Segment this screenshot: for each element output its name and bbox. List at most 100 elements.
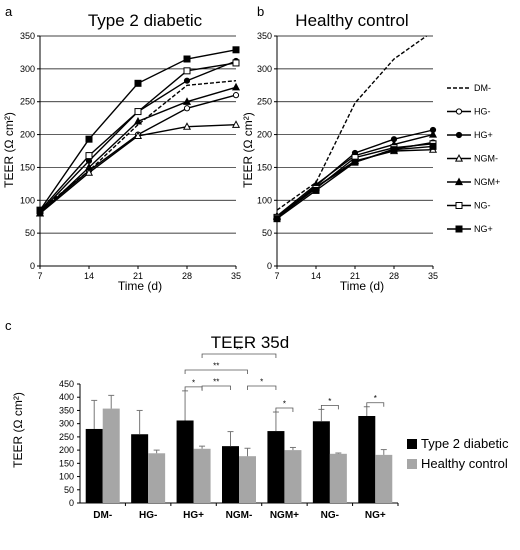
chart-a-series-hg-point: [232, 92, 240, 99]
significance-bracket: *: [247, 378, 277, 390]
category-label-dm: DM-: [93, 510, 112, 521]
panel-label-a: a: [5, 4, 13, 19]
chart-c-series-type-2-diabetic: [85, 390, 376, 503]
chart-b-ytick-label: 200: [257, 130, 272, 140]
significance-label: *: [192, 378, 195, 387]
legend-label: HG-: [474, 107, 491, 117]
chart-a-series-ng-point: [85, 152, 93, 160]
legend-label: Type 2 diabetic: [421, 436, 509, 451]
bar-ng-healthy-control: [375, 454, 393, 503]
significance-bracket: *: [320, 397, 339, 410]
category-label-ngm: NGM+: [270, 510, 299, 521]
chart-b-xtick-label: 7: [274, 271, 279, 281]
chart-a-series-ng-point: [232, 46, 240, 54]
chart-c-ytick-label: 450: [59, 379, 74, 389]
chart-c-ylabel: TEER (Ω cm²): [11, 392, 25, 468]
significance-line: [201, 385, 231, 390]
chart-b-ytick-label: 150: [257, 162, 272, 172]
bar-ngm-healthy-control: [239, 456, 256, 503]
chart-a-title: Type 2 diabetic: [88, 11, 203, 30]
chart-a-series-ng-point: [134, 79, 142, 87]
chart-c-legend: Type 2 diabetic Healthy control: [407, 436, 509, 471]
significance-line: [201, 353, 277, 358]
chart-a-series-ngm-line: [39, 86, 237, 214]
chart-b-series-ng-point: [390, 146, 398, 154]
significance-bracket: **: [184, 362, 248, 374]
chart-a-series-ngm-point: [84, 168, 94, 176]
chart-b-ytick-label: 0: [267, 261, 272, 271]
significance-line: [247, 385, 277, 390]
chart-b-series-ngm-point: [428, 130, 438, 138]
significance-label: **: [213, 378, 219, 387]
chart-a-series-ngm-point: [133, 116, 143, 125]
chart-a-series-ng-point: [183, 67, 191, 75]
chart-a-xtick-label: 21: [133, 271, 143, 281]
chart-a-series-ngm-point: [231, 82, 241, 91]
chart-a-series-ngm-point: [133, 131, 143, 139]
chart-a-series-ng-point: [134, 108, 142, 116]
legend-item-ng: NG-: [447, 201, 491, 211]
significance-line: [366, 402, 385, 407]
legend-swatch: [407, 439, 417, 449]
legend-item-healthy-control: Healthy control: [407, 456, 508, 471]
bar-ngm-type-2-diabetic: [267, 431, 285, 503]
chart-b-xlabel: Time (d): [340, 279, 384, 293]
category-label-hg: HG+: [183, 510, 204, 521]
chart-b-series-ng: [273, 142, 437, 223]
chart-c-ytick-label: 250: [59, 432, 74, 442]
legend-item-ngm: NGM+: [447, 177, 500, 187]
legend-item-ng: NG+: [447, 224, 493, 234]
significance-line: [275, 407, 294, 413]
chart-a-ytick-label: 0: [30, 261, 35, 271]
chart-a-ytick-label: 100: [20, 195, 35, 205]
chart-a-series-ng-point: [85, 135, 93, 143]
chart-b-xtick-label: 28: [389, 271, 399, 281]
category-label-ngm: NGM-: [226, 510, 253, 521]
chart-a-ytick-label: 250: [20, 97, 35, 107]
significance-bracket: *: [275, 400, 294, 413]
chart-a-series-ngm-point: [84, 162, 94, 171]
legend-marker: [455, 108, 463, 115]
significance-line: [184, 386, 203, 391]
significance-label: **: [236, 346, 242, 355]
chart-c-ytick-label: 300: [59, 419, 74, 429]
chart-a-series-ng-point: [232, 59, 240, 67]
chart-b-xtick-label: 14: [311, 271, 321, 281]
significance-line: [320, 404, 339, 410]
chart-a-series-ng-point: [36, 206, 44, 214]
significance-bracket: *: [366, 394, 385, 407]
chart-a-series-hg-point: [183, 105, 191, 112]
chart-b-title: Healthy control: [295, 11, 408, 30]
chart-a-series-hg-point: [183, 77, 191, 84]
chart-b-series-dm: [276, 35, 427, 211]
chart-b-ytick-label: 250: [257, 97, 272, 107]
chart-a-series-ngm-point: [231, 120, 241, 128]
bar-dm-type-2-diabetic: [85, 428, 103, 503]
legend-item-hg: HG+: [447, 130, 493, 140]
chart-b-series-hg: [273, 126, 437, 222]
chart-c-ytick-label: 0: [69, 498, 74, 508]
bar-ngm-type-2-diabetic: [222, 446, 239, 503]
chart-b-series-hg-line: [276, 129, 434, 220]
chart-a-ylabel: TEER (Ω cm²): [2, 112, 16, 188]
legend-label: NG+: [474, 224, 493, 234]
chart-b-series-ng-point: [312, 186, 320, 194]
chart-healthy-control: Healthy control Time (d) TEER (Ω cm²) 0 5…: [241, 11, 438, 293]
category-label-ng: NG-: [321, 510, 339, 521]
chart-a-ytick-label: 300: [20, 64, 35, 74]
legend-marker: [455, 202, 463, 209]
chart-b-ytick-label: 50: [262, 228, 272, 238]
chart-c-ytick-label: 350: [59, 405, 74, 415]
legend-swatch: [407, 459, 417, 469]
chart-type2-diabetic: Type 2 diabetic Time (d) TEER (Ω cm²) 0 5…: [2, 11, 241, 293]
chart-b-ylabel: TEER (Ω cm²): [241, 112, 255, 188]
chart-b-series-ng-point: [351, 158, 359, 166]
chart-b-ytick-label: 300: [257, 64, 272, 74]
chart-a-series-ngm-point: [182, 122, 192, 130]
significance-label: *: [260, 378, 263, 387]
bar-ngm-healthy-control: [284, 450, 302, 503]
significance-label: **: [213, 362, 219, 371]
chart-a-xtick-label: 35: [231, 271, 241, 281]
chart-c-ytick-label: 400: [59, 392, 74, 402]
